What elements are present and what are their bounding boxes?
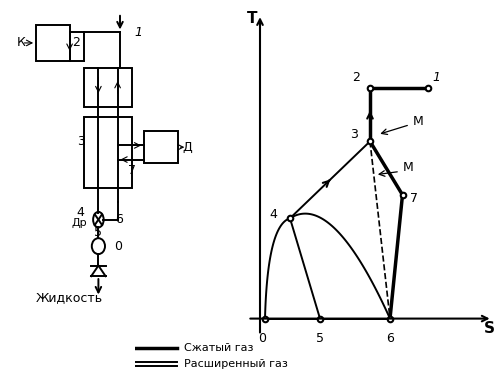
Text: T: T bbox=[247, 11, 258, 26]
Text: К: К bbox=[17, 36, 26, 49]
Text: 3: 3 bbox=[350, 128, 358, 141]
Text: 4: 4 bbox=[76, 206, 84, 219]
Bar bbox=[84, 68, 132, 106]
Text: Др: Др bbox=[72, 218, 87, 228]
Bar bbox=[36, 25, 70, 60]
Text: 7: 7 bbox=[410, 192, 418, 204]
Text: 3: 3 bbox=[77, 135, 84, 149]
Text: 2: 2 bbox=[72, 36, 80, 49]
Text: Д: Д bbox=[182, 141, 192, 154]
Text: Жидкость: Жидкость bbox=[36, 291, 103, 304]
Text: 0: 0 bbox=[258, 332, 266, 345]
Text: M: M bbox=[412, 115, 423, 128]
Bar bbox=[84, 117, 132, 188]
Text: 5: 5 bbox=[316, 332, 324, 345]
Text: 6: 6 bbox=[115, 213, 123, 226]
Text: 2: 2 bbox=[352, 71, 360, 84]
Text: M: M bbox=[402, 162, 413, 174]
Text: 1: 1 bbox=[432, 71, 440, 84]
Text: 1: 1 bbox=[134, 26, 142, 39]
Text: 4: 4 bbox=[270, 208, 278, 221]
Text: 5: 5 bbox=[94, 225, 102, 239]
Text: 7: 7 bbox=[128, 164, 136, 177]
Bar bbox=[144, 131, 178, 163]
Text: 0: 0 bbox=[114, 240, 122, 253]
Text: Расширенный газ: Расширенный газ bbox=[184, 359, 288, 369]
Text: Сжатый газ: Сжатый газ bbox=[184, 343, 254, 353]
Text: 6: 6 bbox=[386, 332, 394, 345]
Text: S: S bbox=[484, 321, 495, 336]
